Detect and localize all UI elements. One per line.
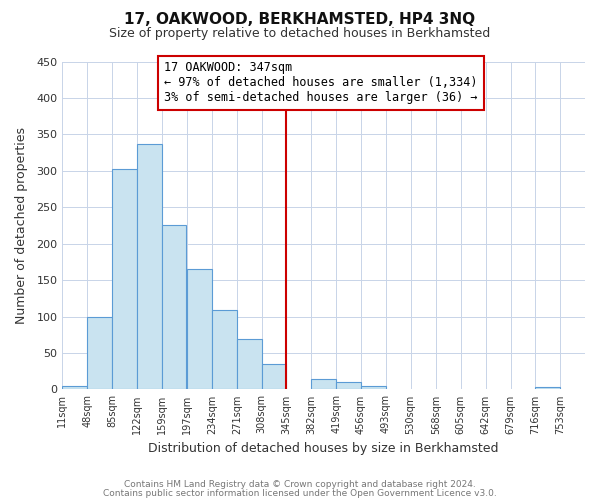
Text: Contains HM Land Registry data © Crown copyright and database right 2024.: Contains HM Land Registry data © Crown c… bbox=[124, 480, 476, 489]
Bar bbox=[361, 386, 386, 390]
Bar bbox=[112, 168, 137, 390]
Bar bbox=[62, 386, 87, 390]
Bar bbox=[161, 224, 187, 390]
Bar bbox=[187, 269, 212, 390]
Text: 17 OAKWOOD: 347sqm
← 97% of detached houses are smaller (1,334)
3% of semi-detac: 17 OAKWOOD: 347sqm ← 97% of detached hou… bbox=[164, 62, 478, 104]
Bar bbox=[535, 387, 560, 390]
Bar bbox=[311, 379, 336, 390]
Text: Size of property relative to detached houses in Berkhamsted: Size of property relative to detached ho… bbox=[109, 28, 491, 40]
Y-axis label: Number of detached properties: Number of detached properties bbox=[15, 127, 28, 324]
Bar bbox=[212, 310, 237, 390]
Bar bbox=[237, 339, 262, 390]
Bar bbox=[137, 144, 161, 390]
Bar bbox=[262, 364, 286, 390]
Text: Contains public sector information licensed under the Open Government Licence v3: Contains public sector information licen… bbox=[103, 488, 497, 498]
Text: 17, OAKWOOD, BERKHAMSTED, HP4 3NQ: 17, OAKWOOD, BERKHAMSTED, HP4 3NQ bbox=[124, 12, 476, 28]
X-axis label: Distribution of detached houses by size in Berkhamsted: Distribution of detached houses by size … bbox=[148, 442, 499, 455]
Bar bbox=[336, 382, 361, 390]
Bar bbox=[87, 318, 112, 390]
